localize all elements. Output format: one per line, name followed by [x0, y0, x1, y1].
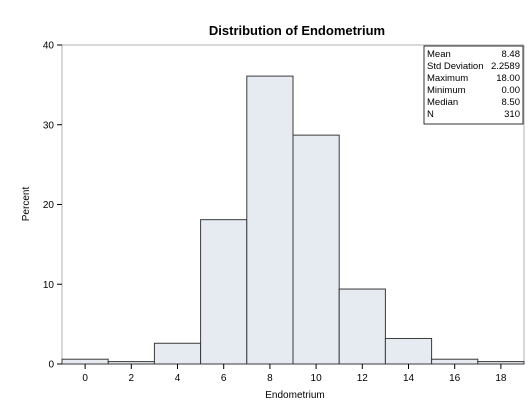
x-tick-label: 16: [449, 373, 461, 384]
x-axis-title: Endometrium: [265, 390, 324, 401]
statistics-inset-frame: [423, 45, 524, 125]
stat-value: 310: [504, 109, 520, 120]
stat-label: Std Deviation: [427, 61, 484, 72]
x-axis: 0 2 4 6 8 10 12 14 16 18: [82, 364, 507, 384]
y-axis-title: Percent: [21, 187, 32, 222]
histogram-bar-8: [431, 358, 479, 365]
stat-label: Minimum: [427, 85, 466, 96]
x-tick-label: 2: [129, 373, 135, 384]
y-tick-label: 40: [43, 41, 55, 52]
stat-value: 0.00: [502, 85, 521, 96]
y-tick-label: 10: [43, 280, 55, 291]
statistics-inset: Mean 8.48 Std Deviation 2.2589 Maximum 18.00 M…: [423, 45, 524, 125]
stat-label: Median: [427, 97, 458, 108]
histogram-bar-0: [61, 358, 109, 365]
x-tick-label: 4: [175, 373, 181, 384]
y-tick-label: 30: [43, 120, 55, 131]
bars-group: [61, 75, 525, 365]
x-tick-label: 0: [82, 373, 88, 384]
stat-label: N: [427, 109, 434, 120]
histogram-bar-3: [200, 219, 248, 365]
y-tick-label: 0: [48, 360, 54, 371]
chart-title: Distribution of Endometrium: [209, 23, 385, 38]
stat-value: 18.00: [496, 73, 520, 84]
x-tick-label: 12: [357, 373, 369, 384]
x-tick-label: 10: [311, 373, 323, 384]
stat-value: 8.50: [502, 97, 521, 108]
y-tick-label: 20: [43, 200, 55, 211]
histogram-bar-2: [153, 342, 202, 365]
histogram-bar-9: [477, 361, 525, 365]
stat-label: Maximum: [427, 73, 468, 84]
stat-value: 8.48: [502, 49, 521, 60]
x-tick-label: 6: [221, 373, 227, 384]
histogram-bar-7: [384, 337, 433, 365]
stat-label: Mean: [427, 49, 451, 60]
stat-value: 2.2589: [491, 61, 520, 72]
histogram-bar-6: [338, 288, 386, 365]
histogram-bar-5: [292, 134, 340, 365]
x-tick-label: 18: [495, 373, 507, 384]
x-tick-label: 8: [267, 373, 273, 384]
y-axis: 0 10 20 30 40: [43, 41, 62, 371]
histogram-bar-4: [246, 75, 294, 365]
x-tick-label: 14: [403, 373, 415, 384]
histogram-bar-1: [107, 361, 155, 365]
